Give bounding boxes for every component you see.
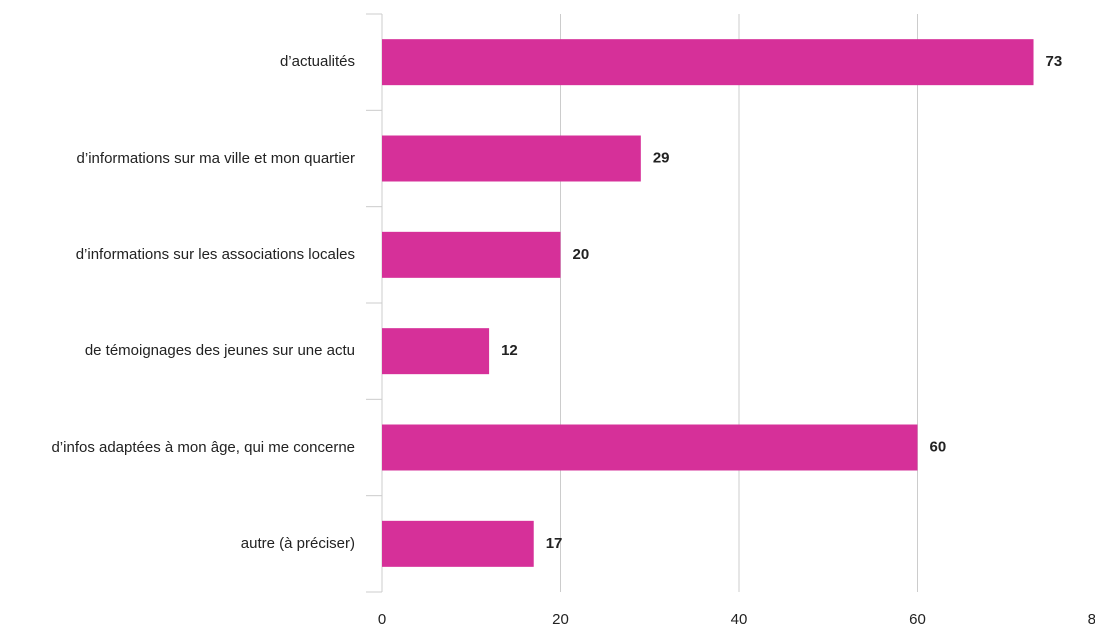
y-tick-label: autre (à préciser): [240, 534, 355, 552]
bar: [382, 424, 918, 471]
value-label: 60: [930, 438, 947, 455]
bar: [382, 39, 1034, 86]
x-tick-label: 40: [731, 611, 748, 628]
value-label: 73: [1046, 53, 1063, 70]
value-label: 12: [501, 342, 518, 359]
x-tick-label: 20: [552, 611, 569, 628]
x-tick-label: 80: [1088, 611, 1095, 628]
y-tick-label: d’infos adaptées à mon âge, qui me conce…: [51, 438, 355, 456]
y-tick-label: de témoignages des jeunes sur une actu: [84, 342, 355, 360]
bar: [382, 520, 534, 567]
x-tick-label: 60: [909, 611, 926, 628]
bar: [382, 231, 561, 278]
y-tick-label: d’actualités: [279, 53, 355, 71]
value-label: 17: [546, 535, 563, 552]
value-label: 29: [653, 149, 670, 166]
bar: [382, 135, 641, 182]
bar: [382, 328, 490, 375]
x-tick-label: 0: [378, 611, 386, 628]
y-tick-label: d’informations sur les associations loca…: [75, 245, 355, 263]
value-label: 20: [573, 246, 590, 263]
y-tick-label: d’informations sur ma ville et mon quart…: [76, 149, 355, 167]
